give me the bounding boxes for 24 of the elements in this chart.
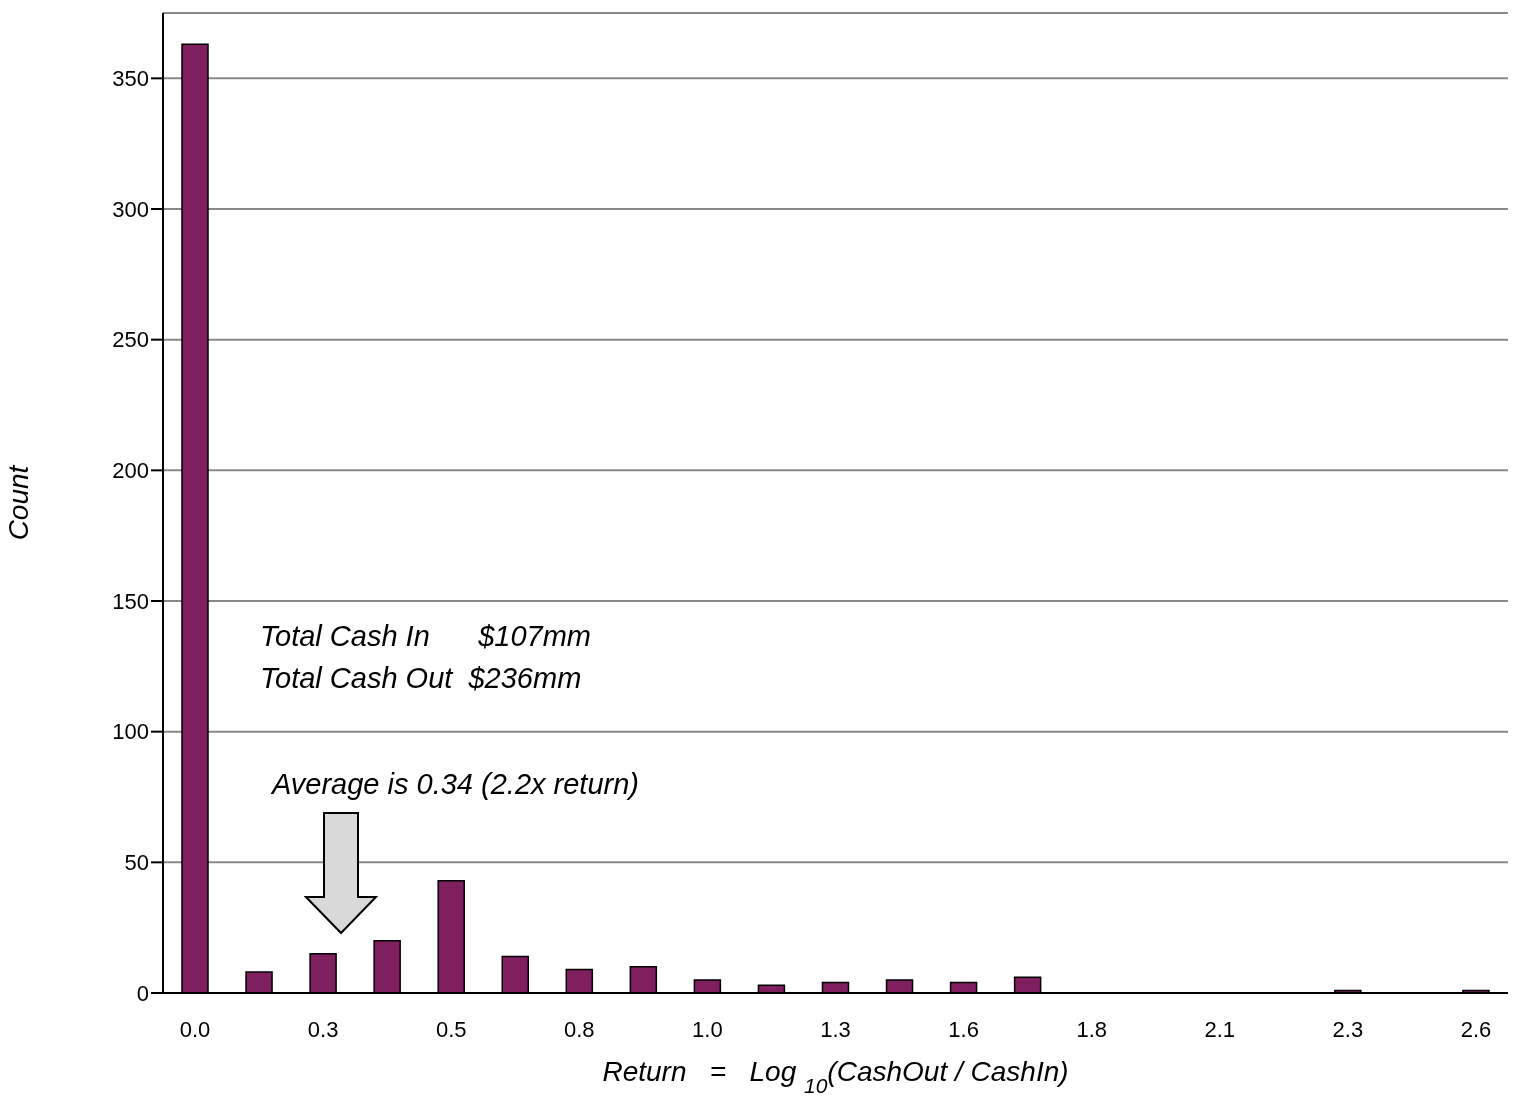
x-axis-title: Return = Log $_{10}$(CashOut / CashIn) xyxy=(602,1056,1069,1097)
annotation: Average is 0.34 (2.2x return) xyxy=(272,768,639,801)
x-tick-label: 1.8 xyxy=(1076,1016,1107,1042)
x-tick-label: 0.3 xyxy=(307,1016,339,1042)
x-tick-label: 1.3 xyxy=(820,1016,851,1042)
y-tick-label: 50 xyxy=(124,850,149,876)
y-tick-label: 300 xyxy=(112,196,149,222)
x-tick-label: 2.1 xyxy=(1204,1016,1236,1042)
x-tick-label: 2.3 xyxy=(1332,1016,1364,1042)
x-tick-label: 0.0 xyxy=(179,1016,211,1042)
x-tick-label: 1.0 xyxy=(692,1016,723,1042)
annotation: Total Cash In $107mm xyxy=(260,620,591,653)
x-tick-label: 0.5 xyxy=(435,1016,467,1042)
annotation: Total Cash Out $236mm xyxy=(260,662,582,695)
y-tick-label: 250 xyxy=(112,327,149,353)
y-tick-label: 150 xyxy=(112,588,149,614)
x-tick-label: 2.6 xyxy=(1460,1016,1492,1042)
y-tick-label: 0 xyxy=(136,980,149,1006)
x-tick-label: 1.6 xyxy=(948,1016,979,1042)
y-tick-label: 200 xyxy=(112,458,149,484)
x-tick-label: 0.8 xyxy=(564,1016,595,1042)
y-tick-label: 100 xyxy=(112,719,149,745)
y-axis-title: Count xyxy=(2,464,34,541)
y-tick-label: 350 xyxy=(112,66,149,92)
